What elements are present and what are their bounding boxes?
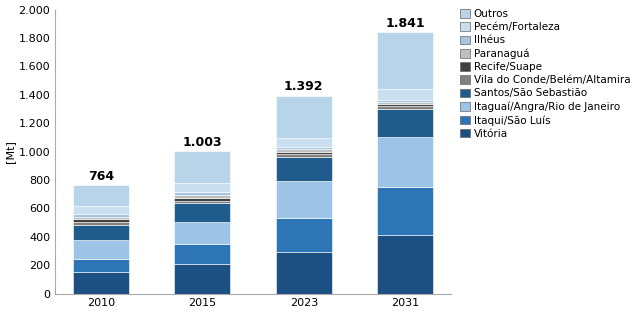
Bar <box>377 32 433 89</box>
Bar <box>276 152 332 154</box>
Bar <box>73 219 129 222</box>
Bar <box>73 240 129 259</box>
Bar <box>276 149 332 152</box>
Bar <box>276 96 332 138</box>
Bar <box>73 222 129 225</box>
Legend: Outros, Pecém/Fortaleza, Ilhéus, Paranaguá, Recife/Suape, Vila do Conde/Belém/Al: Outros, Pecém/Fortaleza, Ilhéus, Paranag… <box>461 9 631 139</box>
Bar <box>377 236 433 294</box>
Text: 1.392: 1.392 <box>284 80 324 93</box>
Bar <box>73 225 129 240</box>
Bar <box>73 259 129 272</box>
Bar <box>175 183 230 192</box>
Bar <box>276 218 332 252</box>
Bar <box>377 89 433 100</box>
Bar <box>175 195 230 198</box>
Bar <box>175 201 230 203</box>
Y-axis label: [Mt]: [Mt] <box>6 140 15 163</box>
Bar <box>175 203 230 222</box>
Bar <box>377 109 433 137</box>
Bar <box>377 104 433 106</box>
Bar <box>276 157 332 181</box>
Bar <box>175 244 230 264</box>
Bar <box>73 206 129 214</box>
Bar <box>377 187 433 236</box>
Bar <box>175 192 230 195</box>
Bar <box>276 138 332 147</box>
Bar <box>73 185 129 206</box>
Bar <box>73 214 129 217</box>
Bar <box>175 264 230 294</box>
Bar <box>175 198 230 201</box>
Bar <box>175 222 230 244</box>
Bar <box>377 106 433 109</box>
Bar <box>276 147 332 149</box>
Bar <box>276 252 332 294</box>
Bar <box>377 102 433 104</box>
Bar <box>276 181 332 218</box>
Bar <box>175 151 230 183</box>
Bar <box>276 154 332 157</box>
Text: 764: 764 <box>88 170 114 182</box>
Bar <box>73 272 129 294</box>
Bar <box>73 217 129 219</box>
Bar <box>377 100 433 102</box>
Text: 1.003: 1.003 <box>182 136 222 149</box>
Text: 1.841: 1.841 <box>385 17 425 30</box>
Bar <box>377 137 433 187</box>
